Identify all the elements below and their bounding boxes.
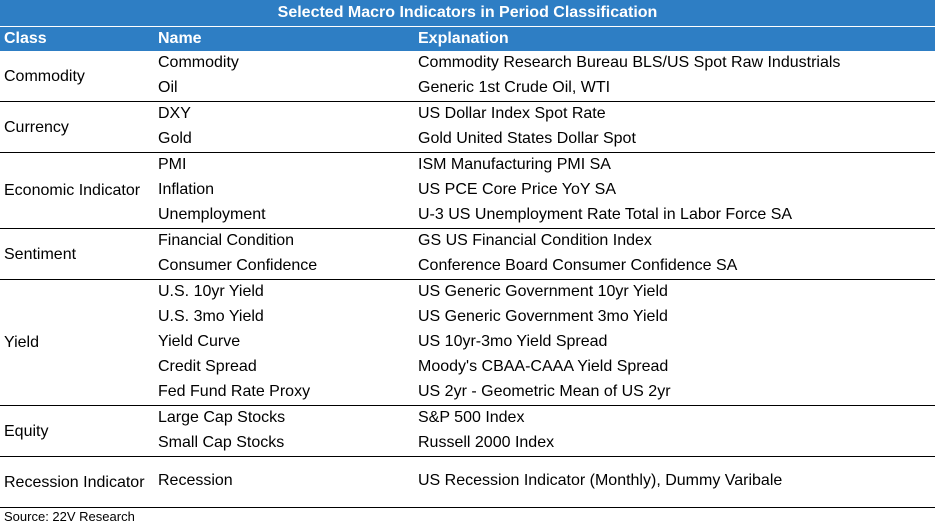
table-row: Small Cap Stocks Russell 2000 Index [0, 431, 935, 456]
explanation-cell: US PCE Core Price YoY SA [418, 181, 617, 198]
explanation-cell: ISM Manufacturing PMI SA [418, 156, 611, 173]
explanation-cell: S&P 500 Index [418, 409, 525, 426]
name-cell: Recession [158, 472, 233, 489]
name-cell: Inflation [158, 181, 215, 198]
table-header-row: Class Name Explanation [0, 27, 935, 51]
class-cell: Recession Indicator [4, 473, 145, 491]
table-row: Inflation US PCE Core Price YoY SA [0, 178, 935, 203]
explanation-cell: US Dollar Index Spot Rate [418, 105, 606, 122]
name-cell: Gold [158, 130, 192, 147]
table-row: Unemployment U-3 US Unemployment Rate Tot… [0, 203, 935, 228]
table-row: DXY US Dollar Index Spot Rate [0, 102, 935, 127]
class-cell: Equity [4, 422, 49, 440]
name-cell: U.S. 3mo Yield [158, 308, 264, 325]
class-cell: Currency [4, 118, 69, 136]
table-row: U.S. 10yr Yield US Generic Government 10y… [0, 280, 935, 305]
name-cell: DXY [158, 105, 191, 122]
table-row: U.S. 3mo Yield US Generic Government 3mo … [0, 305, 935, 330]
explanation-cell: Generic 1st Crude Oil, WTI [418, 79, 611, 96]
explanation-cell: Conference Board Consumer Confidence SA [418, 257, 738, 274]
class-cell: Yield [4, 334, 39, 351]
class-cell: Sentiment [4, 245, 77, 263]
name-cell: Unemployment [158, 206, 266, 223]
name-cell: Financial Condition [158, 232, 295, 249]
table-row: Financial Condition GS US Financial Condi… [0, 229, 935, 254]
table-body: Commodity Commodity Commodity Research Bur… [0, 51, 935, 508]
table-row: PMI ISM Manufacturing PMI SA [0, 153, 935, 178]
explanation-cell: US 10yr-3mo Yield Spread [418, 333, 608, 350]
header-class: Class [4, 30, 47, 47]
table-row: Credit Spread Moody's CBAA-CAAA Yield Spr… [0, 355, 935, 380]
explanation-cell: US Recession Indicator (Monthly), Dummy … [418, 472, 783, 489]
name-cell: Credit Spread [158, 358, 257, 375]
explanation-cell: US Generic Government 3mo Yield [418, 308, 668, 325]
table-row: Fed Fund Rate Proxy US 2yr - Geometric Me… [0, 380, 935, 405]
table-title: Selected Macro Indicators in Period Clas… [0, 0, 935, 27]
name-cell: Large Cap Stocks [158, 409, 286, 426]
table-row: Yield Curve US 10yr-3mo Yield Spread [0, 330, 935, 355]
explanation-cell: US Generic Government 10yr Yield [418, 283, 668, 300]
table-row: Large Cap Stocks S&P 500 Index [0, 406, 935, 431]
source-note: Source: 22V Research [4, 509, 135, 524]
explanation-cell: Commodity Research Bureau BLS/US Spot Ra… [418, 54, 841, 71]
class-cell: Commodity [4, 67, 85, 85]
table-group: Yield U.S. 10yr Yield US Generic Governmen… [0, 280, 935, 406]
explanation-cell: GS US Financial Condition Index [418, 232, 652, 249]
explanation-cell: US 2yr - Geometric Mean of US 2yr [418, 383, 671, 400]
name-cell: Small Cap Stocks [158, 434, 285, 451]
table-group: Recession Indicator Recession US Recession… [0, 457, 935, 508]
table-row: Commodity Commodity Research Bureau BLS/U… [0, 51, 935, 76]
table-group: Currency DXY US Dollar Index Spot Rate Gold… [0, 102, 935, 153]
name-cell: U.S. 10yr Yield [158, 283, 264, 300]
name-cell: Fed Fund Rate Proxy [158, 383, 311, 400]
explanation-cell: Gold United States Dollar Spot [418, 130, 636, 147]
table-group: Equity Large Cap Stocks S&P 500 Index Small… [0, 406, 935, 457]
name-cell: Consumer Confidence [158, 257, 318, 274]
table-row: Oil Generic 1st Crude Oil, WTI [0, 76, 935, 101]
explanation-cell: Moody's CBAA-CAAA Yield Spread [418, 358, 669, 375]
table-row: Recession US Recession Indicator (Monthly… [0, 457, 935, 507]
table-group: Sentiment Financial Condition GS US Financ… [0, 229, 935, 280]
class-cell: Economic Indicator [4, 182, 141, 199]
name-cell: Commodity [158, 54, 239, 71]
name-cell: Oil [158, 79, 178, 96]
name-cell: PMI [158, 156, 187, 173]
table-group: Commodity Commodity Commodity Research Bur… [0, 51, 935, 102]
header-name: Name [158, 30, 202, 47]
indicator-table: Selected Macro Indicators in Period Clas… [0, 0, 935, 508]
name-cell: Yield Curve [158, 333, 241, 350]
table-group: Economic Indicator PMI ISM Manufacturing P… [0, 153, 935, 229]
explanation-cell: Russell 2000 Index [418, 434, 555, 451]
table-row: Consumer Confidence Conference Board Cons… [0, 254, 935, 279]
table-row: Gold Gold United States Dollar Spot [0, 127, 935, 152]
header-explanation: Explanation [418, 30, 509, 47]
explanation-cell: U-3 US Unemployment Rate Total in Labor … [418, 206, 793, 223]
